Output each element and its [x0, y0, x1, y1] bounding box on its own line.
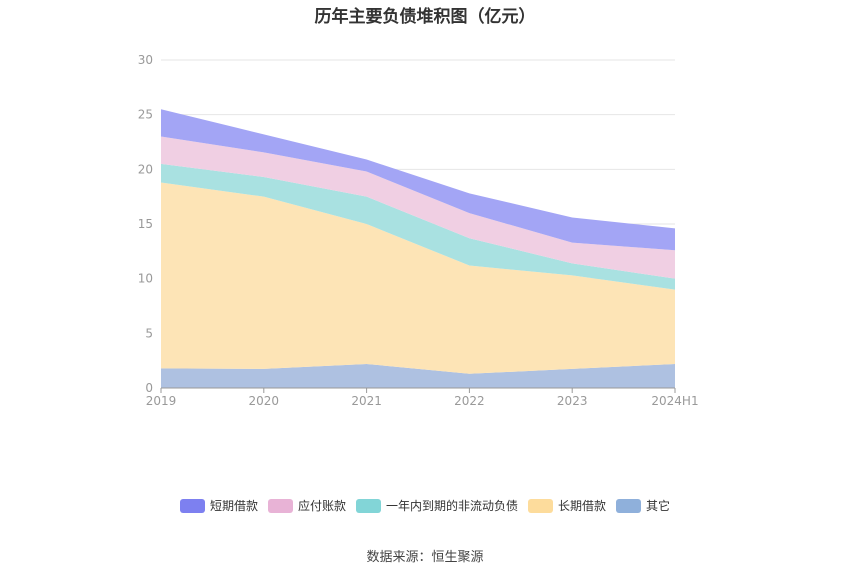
legend-item[interactable]: 长期借款	[528, 497, 606, 514]
chart-legend: 短期借款 应付账款 一年内到期的非流动负债 长期借款 其它	[0, 497, 850, 514]
legend-label: 长期借款	[558, 499, 607, 513]
legend-item[interactable]: 短期借款	[179, 497, 258, 514]
legend-item[interactable]: 应付账款	[267, 497, 346, 514]
x-tick-label: 2021	[351, 394, 382, 408]
axes: 0 5 10 15 20 25 30 2019 2020 2021 2022 2023 2024H1	[138, 53, 699, 408]
area-layers	[161, 109, 675, 388]
legend-swatch	[528, 498, 553, 513]
x-tick-label: 2019	[146, 394, 177, 408]
y-tick-label: 10	[138, 272, 153, 286]
y-tick-label: 20	[138, 162, 153, 176]
legend-swatch	[355, 498, 381, 513]
x-tick-label: 2022	[454, 394, 485, 408]
legend-swatch	[267, 498, 293, 513]
x-tick-label: 2024H1	[651, 394, 698, 408]
legend-label: 短期借款	[209, 499, 258, 513]
legend-label: 其它	[646, 499, 671, 513]
data-source: 数据来源：恒生聚源	[366, 550, 484, 565]
x-tick-label: 2020	[249, 394, 280, 408]
legend-item[interactable]: 一年内到期的非流动负债	[355, 497, 518, 514]
chart-title: 历年主要负债堆积图（亿元）	[314, 7, 536, 27]
area-series-3	[161, 136, 675, 279]
area-series-2	[161, 163, 675, 290]
area-series-0	[161, 363, 675, 388]
y-tick-label: 30	[138, 53, 153, 67]
y-tick-label: 25	[138, 108, 153, 122]
stacked-area-chart: 0 5 10 15 20 25 30 2019 2020 2021 2022 2023 2024H1	[138, 53, 699, 408]
legend-label: 应付账款	[297, 499, 346, 513]
y-tick-label: 15	[138, 217, 153, 231]
y-tick-label: 5	[145, 326, 153, 340]
y-tick-label: 0	[145, 381, 153, 395]
legend-label: 一年内到期的非流动负债	[385, 499, 518, 513]
area-series-1	[161, 182, 675, 374]
legend-swatch	[616, 498, 642, 513]
area-series-4	[161, 109, 675, 251]
legend-item[interactable]: 其它	[616, 497, 670, 514]
x-tick-label: 2023	[557, 394, 588, 408]
legend-swatch	[179, 498, 205, 513]
